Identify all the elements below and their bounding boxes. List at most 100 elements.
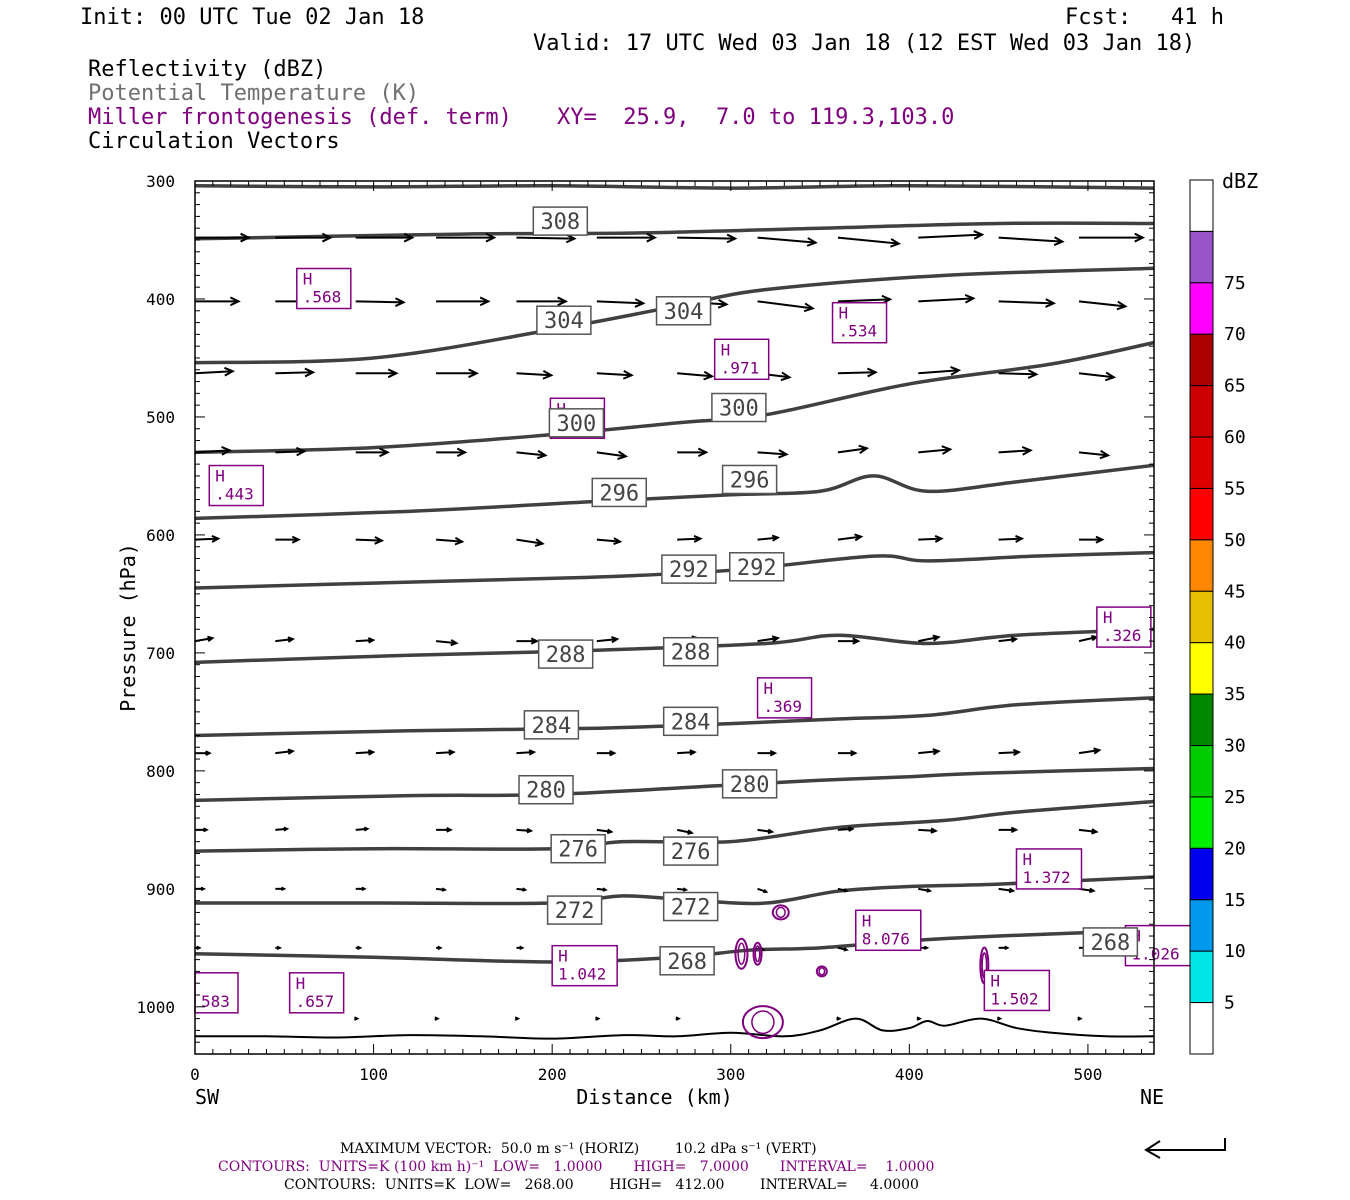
frontogenesis-layer: H.568H.534H.971H.813H.443H.326H.369H1.37… — [194, 267, 1192, 1040]
vector-shaft — [918, 828, 936, 832]
frontogenesis-max-box — [756, 677, 813, 719]
circulation-vector — [998, 236, 1065, 246]
circulation-vector — [355, 297, 406, 307]
vector-shaft — [516, 828, 532, 832]
theta-label: 276 — [550, 833, 606, 864]
colorbar-swatch — [1189, 230, 1214, 284]
vector-head — [528, 749, 537, 756]
vector-head — [595, 1016, 601, 1021]
vector-head — [697, 447, 709, 458]
vector-shaft — [355, 538, 382, 542]
y-tick-label: 900 — [146, 880, 175, 899]
theta-label-box — [662, 891, 719, 922]
circulation-vector — [998, 369, 1039, 379]
frontogenesis-contour — [734, 937, 749, 970]
vector-shaft — [918, 233, 983, 239]
theta-contour-280 — [194, 695, 1155, 738]
vector-shaft — [1078, 636, 1097, 643]
vector-shaft — [1078, 300, 1126, 308]
theta-label-text: 268 — [667, 950, 707, 975]
frontogenesis-max-value: .534 — [839, 322, 878, 341]
circulation-vector — [355, 536, 385, 545]
colorbar-swatch — [1189, 487, 1214, 541]
forecast-hour: Fcst: 41 h — [1065, 5, 1224, 30]
theta-label-text: 272 — [555, 899, 595, 924]
circulation-vector — [677, 887, 689, 892]
vector-shaft — [998, 449, 1031, 454]
circulation-vector — [436, 296, 491, 307]
theta-contour-276 — [194, 766, 1155, 803]
vector-head — [613, 537, 623, 546]
y-tick-label: 500 — [146, 408, 175, 427]
theta-label: 276 — [662, 836, 719, 866]
circulation-vector — [918, 748, 941, 756]
vector-head — [1091, 828, 1099, 835]
vector-head — [717, 299, 729, 309]
vector-head — [367, 637, 376, 644]
vector-head — [1104, 371, 1117, 382]
circulation-vector — [275, 636, 296, 643]
circulation-vector — [918, 230, 985, 240]
vector-shaft — [435, 640, 457, 645]
frontogenesis-max-label: H — [215, 467, 225, 486]
vector-shaft — [194, 449, 230, 454]
vector-head — [479, 296, 491, 307]
theta-contour-304 — [194, 221, 1155, 241]
colorbar: 75 70 65 60 55 50 45 40 35 30 25 20 15 10 5 dBZ — [1189, 169, 1258, 1055]
theta-contour-284 — [194, 627, 1155, 665]
theta-label: 272 — [662, 891, 719, 922]
theta-label-text: 276 — [558, 838, 598, 863]
x-end-label-sw: SW — [195, 1085, 220, 1109]
y-tick-label: 300 — [146, 172, 175, 191]
vector-head — [932, 748, 941, 756]
theta-label-box — [546, 895, 603, 925]
circulation-vector — [675, 1016, 681, 1021]
circulation-vector — [596, 828, 614, 835]
vector-shaft — [516, 451, 546, 457]
vector-shaft — [998, 751, 1019, 755]
circulation-vector — [516, 538, 545, 547]
vector-head — [847, 826, 855, 832]
theta-label: 272 — [546, 895, 603, 925]
theta-label: 304 — [536, 305, 592, 335]
frontogenesis-max: H.326 — [1096, 606, 1152, 648]
theta-label: 300 — [548, 408, 605, 438]
axes-layer: 300 400 500 600 700 800 900 1000 0 100 200 300 400 50… — [116, 172, 1164, 1109]
vector-head — [1021, 446, 1033, 456]
vector-shaft — [596, 451, 626, 458]
vector-head — [446, 827, 453, 833]
vector-head — [609, 749, 617, 757]
vector-head — [534, 538, 545, 547]
circulation-vector — [837, 236, 902, 248]
colorbar-label: 30 — [1224, 736, 1246, 757]
vector-head — [689, 749, 697, 756]
vector-head — [941, 445, 953, 455]
theta-label: 308 — [532, 206, 589, 236]
vector-head — [693, 534, 703, 543]
circulation-vector — [918, 634, 941, 643]
vector-layer — [194, 230, 1146, 1021]
vector-shaft — [918, 750, 939, 755]
theta-label-text: 268 — [1090, 931, 1130, 956]
theta-label-text: 308 — [540, 210, 580, 235]
circulation-vector — [837, 749, 858, 757]
circulation-vector — [1078, 828, 1099, 835]
circulation-vector — [595, 1016, 601, 1021]
theta-label-box — [729, 552, 785, 582]
colorbar-label: 75 — [1224, 273, 1246, 294]
frontogenesis-max: H.369 — [756, 677, 813, 719]
vector-head — [1099, 449, 1111, 460]
vector-head — [321, 232, 333, 243]
vector-shaft — [918, 537, 942, 541]
circulation-vector — [677, 534, 703, 543]
vector-head — [514, 1016, 521, 1021]
vector-head — [403, 232, 415, 243]
vector-shaft — [436, 538, 463, 543]
circulation-vector — [676, 828, 694, 835]
circulation-vector — [1078, 747, 1102, 755]
frontogenesis-max-value: 1.502 — [990, 989, 1038, 1008]
theta-label-box — [659, 946, 715, 976]
colorbar-swatch — [1189, 796, 1214, 849]
circulation-vector — [837, 444, 870, 454]
circulation-vector — [436, 368, 479, 379]
